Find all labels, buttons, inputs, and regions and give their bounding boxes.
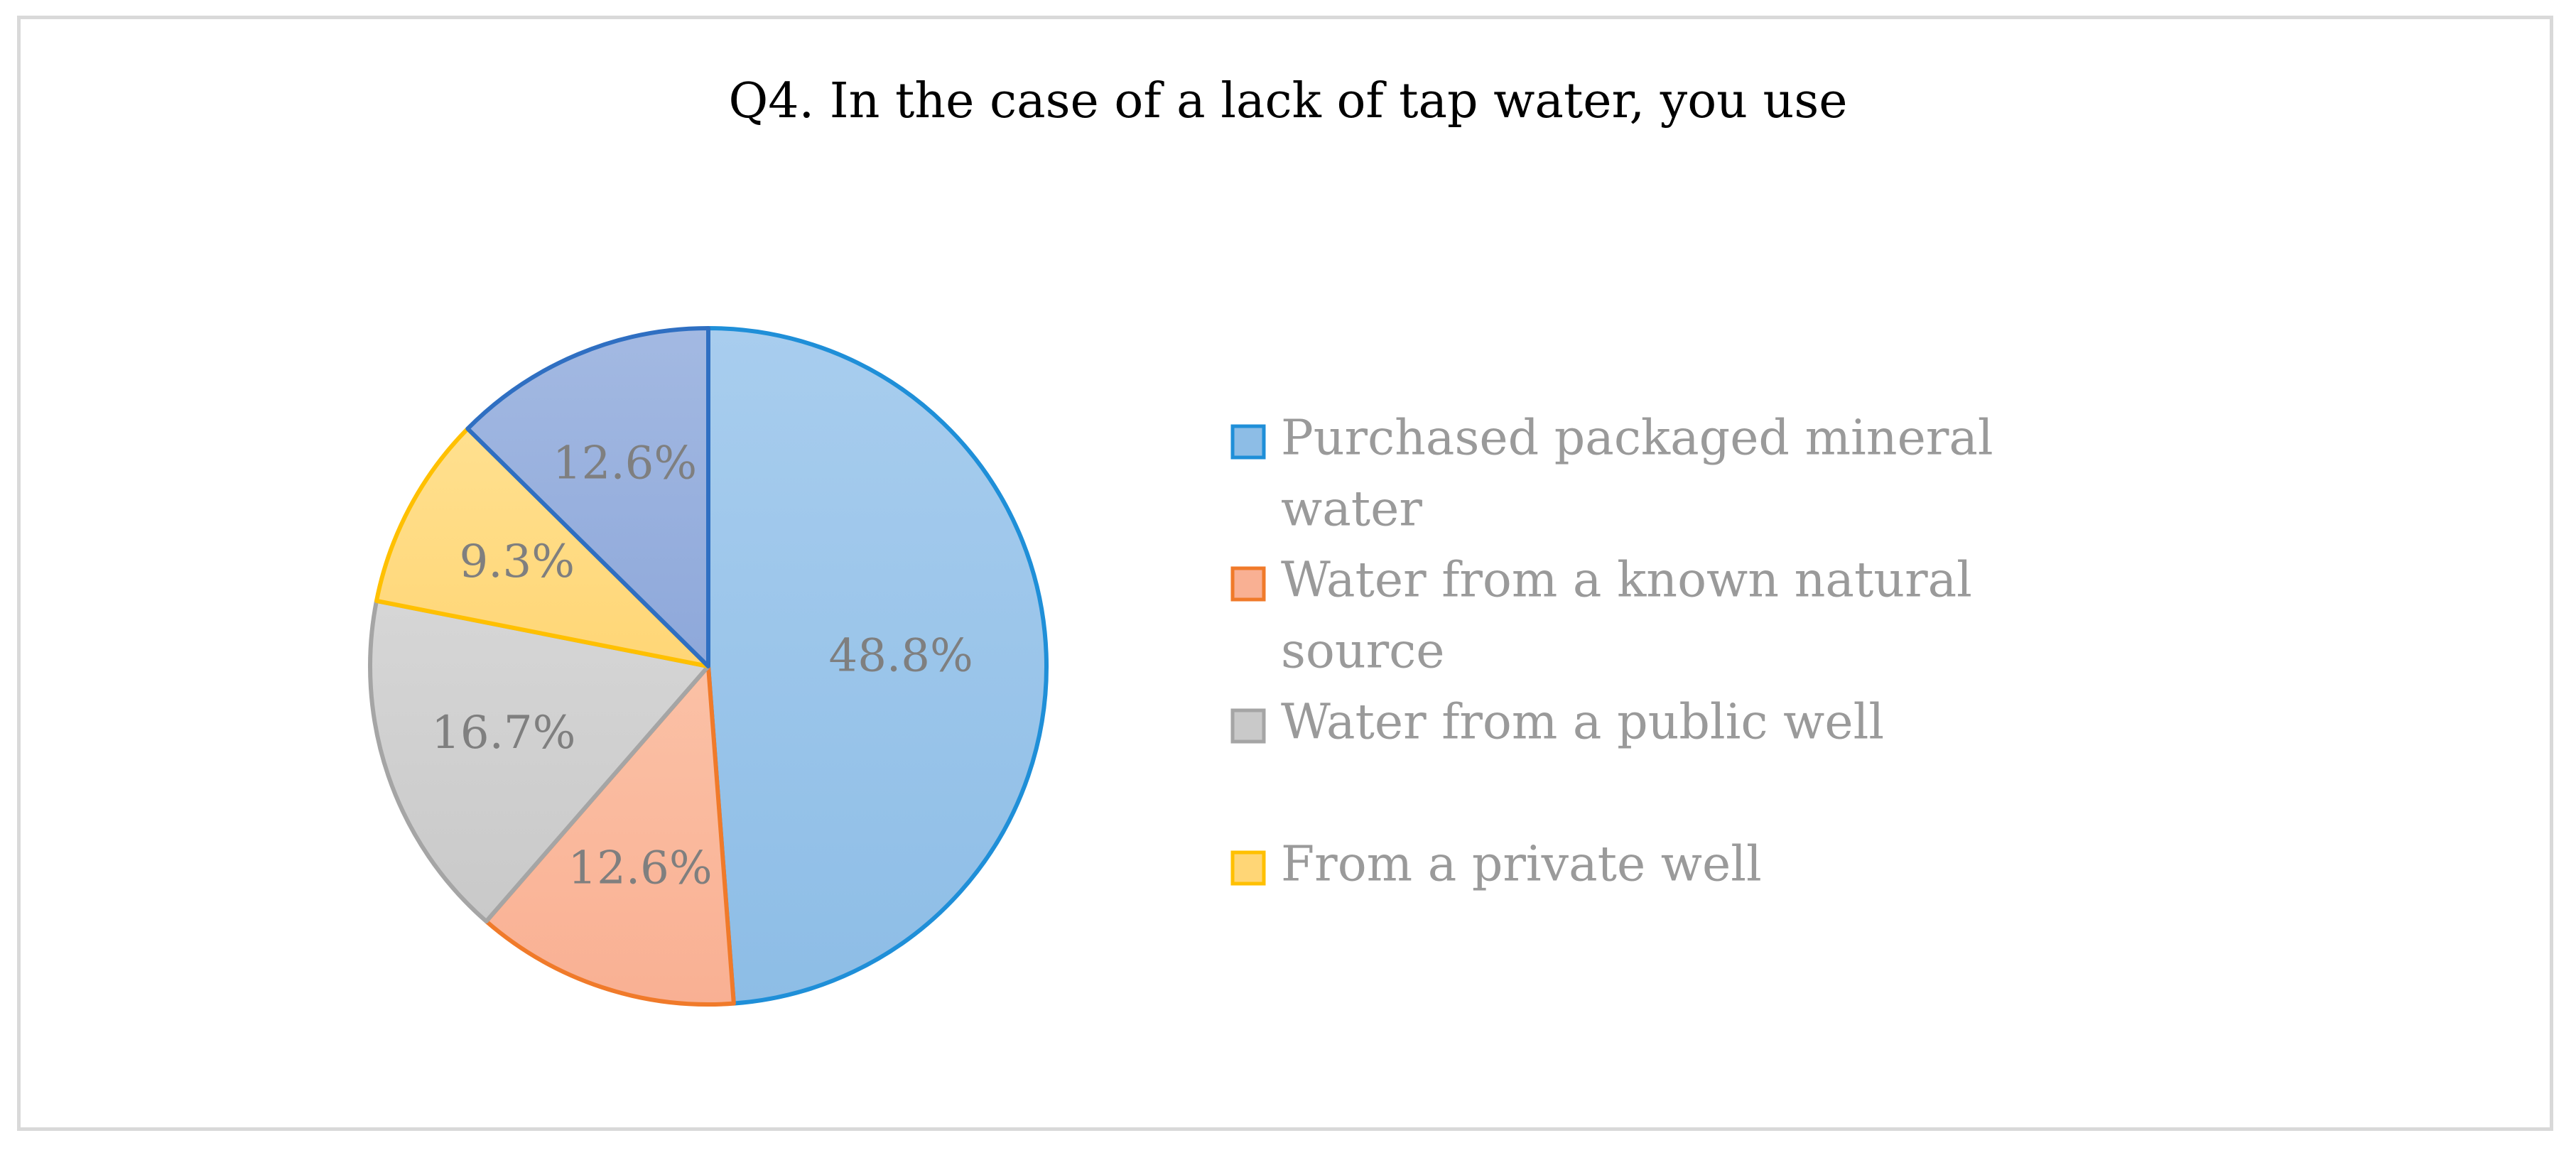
legend-label-1-line-2: water — [1281, 482, 1422, 538]
pie-slice-5 — [465, 326, 710, 668]
legend-swatch-3 — [1230, 708, 1266, 744]
legend-item-3: Water from a public well — [1230, 695, 1884, 751]
pie-slice-4 — [374, 426, 710, 668]
data-label-2: 12.6% — [568, 842, 712, 895]
legend-item-4: From a private well — [1230, 837, 1762, 893]
legend-swatch-2 — [1230, 566, 1266, 602]
legend-label-1-line-1: Purchased packaged mineral — [1281, 411, 1993, 467]
pie-slice-3 — [368, 598, 710, 924]
legend-label-2-line-1: Water from a known natural — [1281, 553, 1972, 609]
legend-item-1: Purchased packaged mineral water — [1230, 411, 1993, 538]
data-label-1: 48.8% — [828, 629, 973, 682]
legend-swatch-4 — [1230, 850, 1266, 886]
legend-label-4-line-1: From a private well — [1281, 837, 1762, 893]
data-label-5: 12.6% — [553, 437, 697, 489]
pie-slices — [368, 326, 1049, 1007]
pie-slice-1 — [706, 326, 1049, 1006]
legend-item-2: Water from a known natural source — [1230, 553, 1972, 680]
pie-slice-2 — [484, 664, 736, 1007]
data-label-3: 16.7% — [431, 707, 575, 759]
legend-label-2-line-2: source — [1281, 624, 1444, 680]
chart-title: Q4. In the case of a lack of tap water, … — [729, 73, 1848, 129]
legend: Purchased packaged mineral water Water fro… — [1230, 411, 1993, 893]
data-label-4: 9.3% — [459, 536, 575, 588]
pie-data-labels: 48.8% 12.6% 16.7% 9.3% 12.6% — [431, 437, 973, 894]
legend-swatch-1 — [1230, 424, 1266, 460]
legend-label-3-line-1: Water from a public well — [1281, 695, 1884, 751]
